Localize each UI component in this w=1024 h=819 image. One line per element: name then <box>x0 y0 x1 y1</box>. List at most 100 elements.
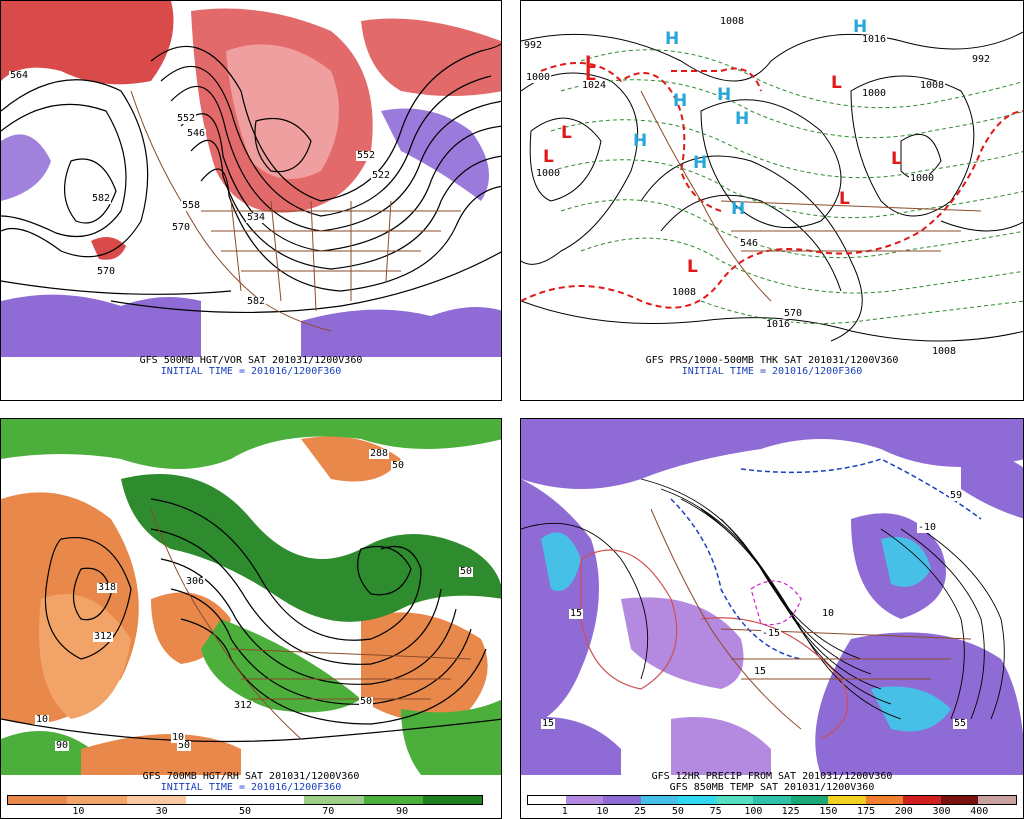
colorbar-swatch <box>126 796 186 804</box>
colorbar-swatch <box>185 796 245 804</box>
colorbar-swatch <box>8 796 68 804</box>
caption-title: GFS PRS/1000-500MB THK SAT 201031/1200V3… <box>645 355 899 366</box>
caption-initial-time: INITIAL TIME = 201016/1200F360 <box>160 782 342 793</box>
low-pressure-marker: L <box>687 257 698 277</box>
panel-prs-thickness: L L L L L L L L H H H H H H H H 1008 992… <box>520 0 1024 401</box>
contour-label: 552 <box>356 150 377 161</box>
colorbar-swatch <box>245 796 305 804</box>
contour-label: 318 <box>97 582 118 593</box>
colorbar-swatch <box>640 796 679 804</box>
contour-label: 59 <box>949 490 964 501</box>
high-pressure-marker: H <box>693 153 708 173</box>
high-pressure-marker: H <box>853 17 868 37</box>
colorbar-swatch <box>528 796 566 804</box>
contour-label: 312 <box>233 700 254 711</box>
low-pressure-marker: L <box>585 53 596 73</box>
colorbar-tick: 50 <box>671 806 684 817</box>
colorbar-tick: 400 <box>970 806 989 817</box>
colorbar-tick: 75 <box>709 806 722 817</box>
caption-title: GFS 12HR PRECIP FROM SAT 201031/1200V360 <box>651 771 893 782</box>
high-pressure-marker: H <box>673 91 688 111</box>
contour-label: 1024 <box>581 80 608 91</box>
panel-500mb-hgt-vor: 564 582 570 552 570 558 534 522 552 582 … <box>0 0 502 401</box>
colorbar-tick: 90 <box>396 806 409 817</box>
contour-label: 1000 <box>525 72 552 83</box>
colorbar-swatch <box>678 796 716 804</box>
colorbar-tick: 50 <box>238 806 252 817</box>
colorbar-tick: 175 <box>857 806 876 817</box>
caption-title: GFS 500MB HGT/VOR SAT 201031/1200V360 <box>139 355 363 366</box>
contour-label: 306 <box>185 576 206 587</box>
contour-label: 546 <box>739 238 760 249</box>
contour-label: 582 <box>91 193 112 204</box>
contour-label: 1016 <box>861 34 888 45</box>
contour-label: 522 <box>371 170 392 181</box>
contour-label: 55 <box>953 718 968 729</box>
colorbar-swatch <box>753 796 791 804</box>
panel-precip-850mb-temp: 15 -10 15 59 55 -15 15 10 GFS 12HR PRECI… <box>520 418 1024 819</box>
low-pressure-marker: L <box>561 123 572 143</box>
contour-label: 15 <box>569 608 584 619</box>
colorbar-tick: 10 <box>596 806 609 817</box>
colorbar-swatch <box>422 796 482 804</box>
rh-colorbar <box>7 795 483 805</box>
contour-label: 1008 <box>719 16 746 27</box>
colorbar-tick: 100 <box>744 806 763 817</box>
low-pressure-marker: L <box>585 65 596 85</box>
caption-initial-time: INITIAL TIME = 201016/1200F360 <box>681 366 863 377</box>
colorbar-tick: 30 <box>155 806 168 817</box>
colorbar-swatch <box>865 796 904 804</box>
high-pressure-marker: H <box>717 85 732 105</box>
colorbar-tick: 10 <box>72 806 85 817</box>
colorbar-tick: 150 <box>819 806 838 817</box>
colorbar-tick: 25 <box>634 806 647 817</box>
colorbar-swatch <box>903 796 941 804</box>
contour-label: 546 <box>186 128 207 139</box>
contour-label: 10 <box>821 608 836 619</box>
contour-label: 564 <box>9 70 30 81</box>
contour-label: 10 <box>171 732 186 743</box>
caption-title: GFS 700MB HGT/RH SAT 201031/1200V360 <box>142 771 360 782</box>
caption-initial-time: INITIAL TIME = 201016/1200F360 <box>160 366 342 377</box>
contour-label: 312 <box>93 631 114 642</box>
contour-label: 50 <box>359 696 374 707</box>
caption-subtitle: GFS 850MB TEMP SAT 201031/1200V360 <box>669 782 875 793</box>
contour-label: 570 <box>171 222 192 233</box>
colorbar-swatch <box>790 796 829 804</box>
contour-label: 1000 <box>861 88 888 99</box>
contour-label: 1000 <box>535 168 562 179</box>
contour-label: -10 <box>917 522 938 533</box>
map-precip-temp <box>521 419 1023 775</box>
contour-label: 570 <box>96 266 117 277</box>
contour-label: 50 <box>177 740 192 751</box>
colorbar-swatch <box>67 796 127 804</box>
contour-label: 90 <box>55 740 70 751</box>
contour-label: 1000 <box>909 173 936 184</box>
colorbar-tick: 125 <box>781 806 800 817</box>
colorbar-tick: 300 <box>932 806 951 817</box>
colorbar-swatch <box>565 796 604 804</box>
panel-700mb-hgt-rh: 318 312 306 288 50 50 10 50 312 10 90 50… <box>0 418 502 819</box>
colorbar-swatch <box>715 796 754 804</box>
contour-label: 1008 <box>931 346 958 357</box>
high-pressure-marker: H <box>731 199 746 219</box>
contour-label: 992 <box>971 54 992 65</box>
colorbar-swatch <box>304 796 364 804</box>
contour-label: 10 <box>35 714 50 725</box>
contour-label: 15 <box>753 666 768 677</box>
contour-label: 1008 <box>671 287 698 298</box>
contour-label: 50 <box>459 566 474 577</box>
contour-label: 534 <box>246 212 267 223</box>
low-pressure-marker: L <box>543 147 554 167</box>
colorbar-swatch <box>828 796 866 804</box>
colorbar-tick: 70 <box>322 806 335 817</box>
contour-label: 1008 <box>919 80 946 91</box>
map-500mb-vorticity <box>1 1 501 357</box>
contour-label: 552 <box>176 113 197 124</box>
contour-label: -15 <box>761 628 782 639</box>
colorbar-tick: 200 <box>894 806 913 817</box>
contour-label: 288 <box>369 448 390 459</box>
contour-label: 1016 <box>765 319 792 330</box>
colorbar-tick: 1 <box>561 806 568 817</box>
high-pressure-marker: H <box>633 131 648 151</box>
